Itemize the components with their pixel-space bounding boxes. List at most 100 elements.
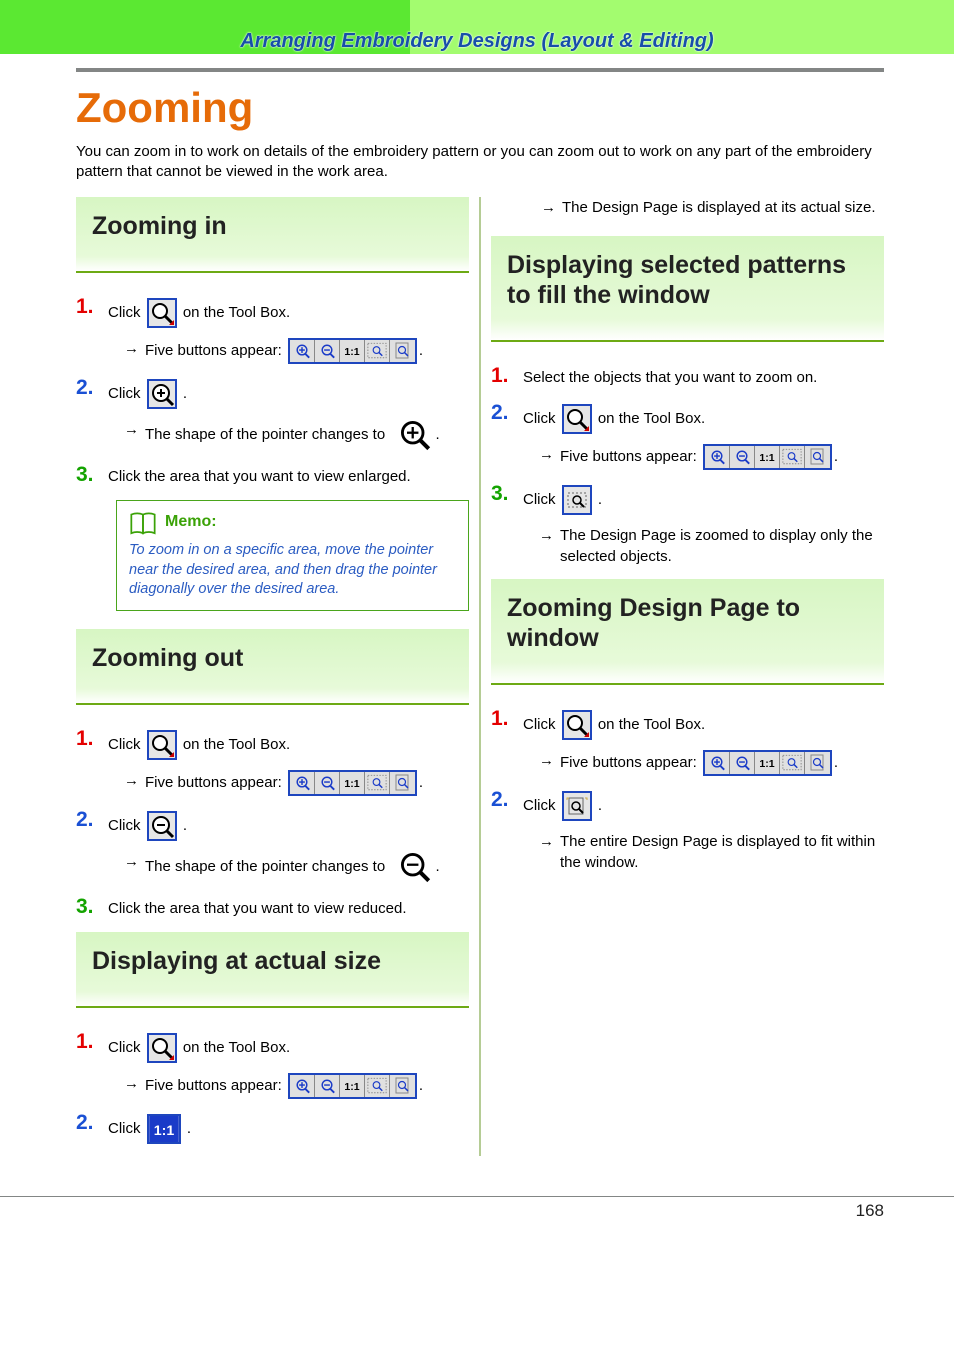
step-text: . bbox=[598, 797, 602, 814]
page-number: 168 bbox=[0, 1201, 954, 1221]
zo-step-3: 3. Click the area that you want to view … bbox=[76, 895, 469, 921]
step-number: 2. bbox=[76, 376, 96, 451]
step-number: 2. bbox=[491, 401, 511, 470]
zoom-toolbar-icon bbox=[288, 1073, 417, 1099]
step-text: Click bbox=[108, 1120, 145, 1137]
top-bar-right bbox=[410, 0, 954, 54]
result-arrow: → bbox=[124, 419, 139, 451]
section-zooming-in: Zooming in bbox=[76, 197, 469, 273]
zo-step-2: 2. Click . → The shape of the pointer ch… bbox=[76, 808, 469, 883]
magnifier-tool-icon[interactable] bbox=[147, 730, 177, 760]
result-text: The Design Page is zoomed to display onl… bbox=[560, 525, 884, 567]
step-number: 3. bbox=[76, 895, 96, 921]
zoom-toolbar-icon bbox=[288, 770, 417, 796]
memo-book-icon bbox=[129, 511, 157, 533]
heading-selected-fill: Displaying selected patterns to fill the… bbox=[507, 250, 868, 310]
result-text: The shape of the pointer changes to bbox=[145, 425, 385, 442]
heading-zooming-out: Zooming out bbox=[92, 643, 453, 673]
step-text: . bbox=[183, 817, 187, 834]
section-zooming-out: Zooming out bbox=[76, 629, 469, 705]
memo-title: Memo: bbox=[165, 513, 217, 531]
zi-step-1: 1. Click on the Tool Box. → Five buttons… bbox=[76, 295, 469, 364]
step-text: Click bbox=[108, 303, 145, 320]
sel-step-1: 1. Select the objects that you want to z… bbox=[491, 364, 884, 390]
magnifier-tool-icon[interactable] bbox=[562, 710, 592, 740]
zoom-toolbar-icon bbox=[703, 750, 832, 776]
result-text: The Design Page is displayed at its actu… bbox=[562, 197, 876, 218]
step-number: 1. bbox=[491, 707, 511, 776]
magnifier-minus-cursor-icon bbox=[399, 851, 431, 883]
step-text: Click bbox=[108, 1039, 145, 1056]
zoom-selection-button-icon[interactable] bbox=[562, 485, 592, 515]
step-text: on the Tool Box. bbox=[183, 736, 290, 753]
step-text: Click bbox=[523, 410, 560, 427]
magnifier-tool-icon[interactable] bbox=[147, 298, 177, 328]
magnifier-tool-icon[interactable] bbox=[147, 1033, 177, 1063]
step-text: . bbox=[598, 491, 602, 508]
zi-step-2: 2. Click . → The shape of the pointer ch… bbox=[76, 376, 469, 451]
result-text: Five buttons appear: bbox=[560, 448, 701, 465]
result-text: Five buttons appear: bbox=[145, 341, 286, 358]
as-step-1: 1. Click on the Tool Box. → Five buttons… bbox=[76, 1030, 469, 1099]
sel-step-3: 3. Click . → The Design Page is zoomed t… bbox=[491, 482, 884, 567]
step-number: 1. bbox=[76, 727, 96, 796]
step-text: Select the objects that you want to zoom… bbox=[523, 369, 817, 386]
result-arrow: → bbox=[539, 444, 554, 470]
step-text: Click the area that you want to view red… bbox=[108, 900, 407, 917]
step-text: Click bbox=[523, 491, 560, 508]
zo-step-1: 1. Click on the Tool Box. → Five buttons… bbox=[76, 727, 469, 796]
step-number: 1. bbox=[76, 1030, 96, 1099]
step-number: 1. bbox=[491, 364, 511, 390]
left-column: Zooming in 1. Click on the Tool Box. → F… bbox=[76, 197, 469, 1157]
one-to-one-button-icon[interactable] bbox=[147, 1114, 181, 1144]
memo-box: Memo: To zoom in on a specific area, mov… bbox=[116, 500, 469, 611]
step-text: on the Tool Box. bbox=[183, 303, 290, 320]
step-text: Click bbox=[523, 797, 560, 814]
step-text: Click bbox=[523, 716, 560, 733]
section-selected-fill: Displaying selected patterns to fill the… bbox=[491, 236, 884, 342]
zoom-toolbar-icon bbox=[288, 338, 417, 364]
sel-step-2: 2. Click on the Tool Box. → Five buttons… bbox=[491, 401, 884, 470]
magnifier-plus-cursor-icon bbox=[399, 419, 431, 451]
step-text: Click bbox=[108, 817, 145, 834]
zoom-in-button-icon[interactable] bbox=[147, 379, 177, 409]
zi-step-3: 3. Click the area that you want to view … bbox=[76, 463, 469, 489]
section-actual-size: Displaying at actual size bbox=[76, 932, 469, 1008]
step-text: on the Tool Box. bbox=[598, 716, 705, 733]
result-arrow: → bbox=[539, 750, 554, 776]
result-arrow: → bbox=[124, 338, 139, 364]
step-number: 3. bbox=[76, 463, 96, 489]
step-text: Click bbox=[108, 384, 145, 401]
heading-design-page: Zooming Design Page to window bbox=[507, 593, 868, 653]
result-arrow: → bbox=[541, 197, 556, 218]
intro-text: You can zoom in to work on details of th… bbox=[76, 142, 884, 183]
section-design-page: Zooming Design Page to window bbox=[491, 579, 884, 685]
magnifier-tool-icon[interactable] bbox=[562, 404, 592, 434]
heading-zooming-in: Zooming in bbox=[92, 211, 453, 241]
as-step-2: 2. Click . bbox=[76, 1111, 469, 1144]
step-number: 3. bbox=[491, 482, 511, 567]
step-text: . bbox=[183, 384, 187, 401]
result-text: The shape of the pointer changes to bbox=[145, 858, 385, 875]
zoom-out-button-icon[interactable] bbox=[147, 811, 177, 841]
step-number: 2. bbox=[76, 1111, 96, 1144]
heading-actual-size: Displaying at actual size bbox=[92, 946, 453, 976]
right-column: → The Design Page is displayed at its ac… bbox=[491, 197, 884, 1157]
memo-body: To zoom in on a specific area, move the … bbox=[129, 541, 456, 600]
top-header-bar bbox=[0, 0, 954, 54]
dp-step-1: 1. Click on the Tool Box. → Five buttons… bbox=[491, 707, 884, 776]
result-text: Five buttons appear: bbox=[145, 1077, 286, 1094]
step-text: Click the area that you want to view enl… bbox=[108, 468, 411, 485]
result-arrow: → bbox=[124, 770, 139, 796]
footer-rule bbox=[0, 1196, 954, 1197]
step-number: 2. bbox=[491, 788, 511, 873]
step-text: . bbox=[187, 1120, 191, 1137]
dp-step-2: 2. Click . → The entire Design Page is d… bbox=[491, 788, 884, 873]
zoom-page-button-icon[interactable] bbox=[562, 791, 592, 821]
result-arrow: → bbox=[539, 525, 554, 567]
top-bar-left bbox=[0, 0, 410, 54]
result-arrow: → bbox=[124, 1073, 139, 1099]
page-title: Zooming bbox=[76, 84, 884, 132]
zoom-toolbar-icon bbox=[703, 444, 832, 470]
step-number: 1. bbox=[76, 295, 96, 364]
